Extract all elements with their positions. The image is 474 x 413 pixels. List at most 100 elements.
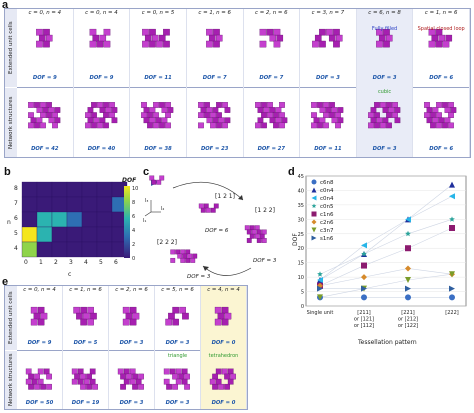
cube-module	[187, 253, 193, 259]
cube-module	[385, 34, 393, 42]
e-row-divider	[17, 350, 247, 351]
cube-module	[168, 312, 175, 320]
cube-module	[273, 28, 280, 36]
cube-module	[312, 40, 319, 48]
cube-module	[430, 122, 437, 129]
data-point	[361, 262, 367, 269]
data-point	[449, 181, 455, 188]
cube-module	[87, 306, 94, 314]
cube-module	[208, 34, 216, 42]
cube-module	[151, 179, 157, 185]
cube-module	[163, 378, 170, 385]
cube-module	[315, 34, 322, 42]
series-line	[319, 195, 453, 281]
cube-module	[89, 378, 96, 385]
data-point	[405, 265, 411, 272]
cube-module	[391, 112, 398, 119]
cube-module	[77, 378, 84, 385]
cube-module	[213, 40, 220, 48]
series-line	[319, 227, 453, 287]
cube-module	[254, 102, 261, 108]
cube-module	[224, 107, 231, 113]
cube-module	[37, 318, 45, 326]
cube-module	[89, 368, 96, 375]
cube-module	[149, 40, 157, 48]
network-dof: DOF = 42	[31, 146, 59, 152]
cube-module	[259, 233, 265, 239]
data-point	[317, 277, 323, 283]
cube-module	[172, 318, 179, 326]
structure-render	[28, 102, 61, 129]
cube-module	[147, 122, 154, 129]
cube-module	[424, 102, 431, 108]
cube-module	[163, 368, 170, 375]
structure-render	[25, 368, 52, 390]
cube-module	[216, 122, 222, 129]
cube-module	[28, 122, 34, 129]
cube-module	[436, 112, 443, 119]
heatmap-cell	[51, 196, 68, 213]
a-column: c = 0, n = 4 DOF = 9 DOF = 42	[17, 9, 74, 157]
cube-module	[180, 257, 186, 263]
heatmap-cell	[36, 181, 53, 198]
heatmap-cell	[51, 241, 68, 258]
cbar-tick-0: 0	[132, 256, 135, 262]
cube-module	[224, 117, 231, 124]
axis-l1	[144, 211, 152, 217]
cube-module	[184, 383, 190, 390]
network-note: cubic	[377, 89, 392, 95]
data-point	[449, 285, 455, 292]
cube-module	[156, 40, 164, 48]
cube-module	[260, 122, 267, 129]
cube-module	[123, 368, 130, 375]
heatmap-cell	[66, 181, 83, 198]
a-column: c = 0, n = 4 DOF = 9 DOF = 40	[74, 9, 131, 157]
cube-module	[42, 107, 49, 113]
cube-module	[436, 122, 443, 129]
cube-module	[337, 117, 344, 124]
cube-module	[147, 112, 154, 119]
cell-title: c = 0, n = 5	[141, 10, 175, 16]
x-tick-2: 2	[54, 259, 58, 266]
cube-module	[37, 378, 44, 385]
cube-module	[52, 112, 58, 119]
cube-module	[337, 107, 344, 113]
cube-module	[96, 40, 103, 48]
cube-module	[213, 28, 220, 36]
cube-module	[159, 122, 166, 129]
cube-module	[317, 102, 323, 108]
heatmap-cell	[36, 196, 53, 213]
cube-module	[102, 112, 109, 119]
cube-module	[48, 107, 55, 113]
cube-module	[249, 233, 255, 239]
cube-module	[73, 306, 80, 314]
cube-module	[25, 368, 32, 375]
cube-module	[163, 28, 171, 36]
cube-module	[426, 117, 433, 124]
cube-module	[141, 102, 148, 108]
cbar-tick-4: 4	[132, 228, 135, 234]
y-tick-label: 40	[298, 188, 304, 194]
cube-module	[278, 122, 285, 129]
cube-module	[99, 117, 105, 124]
axis-label-l1: l₁	[143, 218, 146, 224]
cube-module	[93, 117, 99, 124]
e-column: c = 5, n = 6 DOF = 3 DOF = 3 triangle	[155, 286, 201, 409]
heatmap-cell	[96, 211, 113, 228]
cube-module	[37, 368, 44, 375]
e-column: c = 1, n = 6 DOF = 5 DOF = 19	[63, 286, 109, 409]
cube-module	[149, 117, 156, 124]
cube-module	[217, 312, 225, 320]
cell-title: c = 0, n = 4	[23, 287, 56, 293]
cube-module	[40, 383, 46, 390]
structure-render	[84, 102, 117, 129]
legend-label: c1n6	[320, 212, 334, 218]
legend-label: c0n5	[320, 204, 334, 210]
unit-dof: DOF = 9	[89, 75, 114, 81]
cube-module	[129, 306, 137, 314]
cube-module	[216, 112, 222, 119]
cube-module	[48, 117, 55, 124]
data-point	[405, 277, 411, 283]
cube-module	[443, 40, 450, 48]
cube-module	[444, 117, 451, 124]
